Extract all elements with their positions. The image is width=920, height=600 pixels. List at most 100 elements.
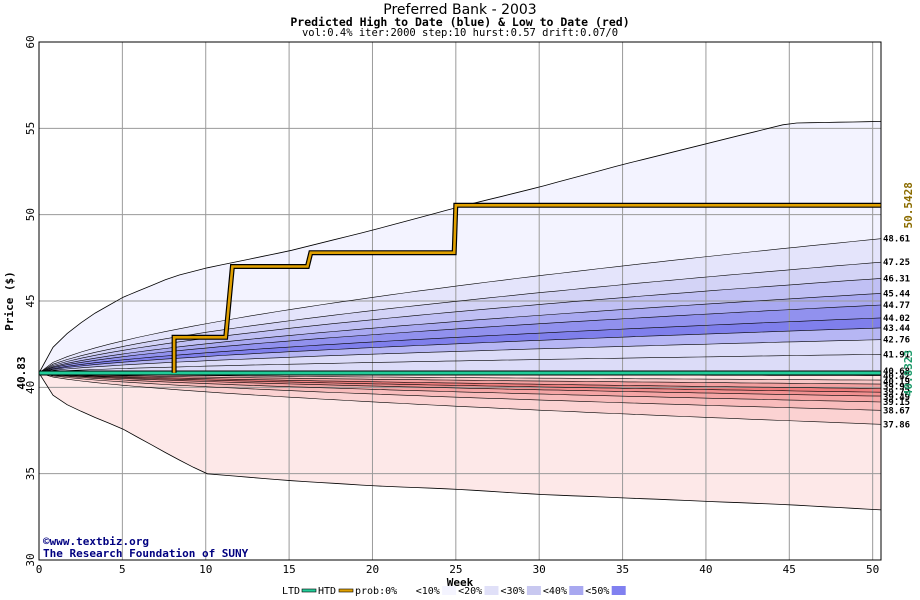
high-band-8 bbox=[39, 339, 881, 373]
legend-swatch bbox=[611, 586, 626, 595]
y-tick-label: 60 bbox=[24, 35, 37, 48]
chart-params: vol:0.4% iter:2000 step:10 hurst:0.57 dr… bbox=[301, 27, 619, 39]
low-edge-line bbox=[38, 372, 882, 425]
legend-label: <10% bbox=[416, 586, 440, 597]
low-band-7 bbox=[39, 373, 881, 411]
low-band-8 bbox=[39, 373, 881, 425]
low-band-label: 40.68 bbox=[883, 367, 910, 377]
low-band-label: 40.19 bbox=[883, 377, 910, 387]
high-edge-line bbox=[38, 238, 882, 374]
low-band-label: 37.86 bbox=[883, 420, 910, 430]
x-tick-label: 30 bbox=[533, 563, 546, 576]
low-edge-line bbox=[38, 372, 882, 411]
x-tick-label: 0 bbox=[36, 563, 43, 576]
low-band-3 bbox=[39, 373, 881, 389]
legend-label: LTD bbox=[282, 586, 300, 597]
legend-swatch bbox=[484, 586, 499, 595]
watermark-line-1: ©www.textbiz.org bbox=[43, 535, 149, 548]
low-band-5 bbox=[39, 373, 881, 397]
high-band-3 bbox=[39, 278, 881, 373]
high-band-4 bbox=[39, 293, 881, 373]
y-tick-label: 50 bbox=[24, 208, 37, 221]
chart-title: Preferred Bank - 2003 bbox=[383, 2, 537, 18]
high-band-label: 44.02 bbox=[883, 314, 910, 324]
legend-label: <50% bbox=[585, 586, 609, 597]
low-band-label: 40.42 bbox=[883, 372, 910, 382]
low-edge-line bbox=[38, 372, 882, 393]
x-tick-label: 35 bbox=[616, 563, 629, 576]
low-band-2 bbox=[39, 373, 881, 385]
low-edge-line bbox=[38, 372, 882, 389]
legend: LTD HTD prob:0% <10% <20% <30% <40% <50% bbox=[282, 586, 626, 597]
high-edge-line bbox=[38, 293, 882, 374]
high-band-label: 48.61 bbox=[883, 235, 910, 245]
x-tick-label: 40 bbox=[699, 563, 712, 576]
high-edge-line bbox=[38, 304, 882, 374]
y-tick-label: 55 bbox=[24, 122, 37, 135]
low-edge-line bbox=[38, 372, 882, 385]
x-axis-label: Week bbox=[447, 576, 474, 589]
y-tick-label: 40 bbox=[24, 381, 37, 394]
high-band-label: 46.31 bbox=[883, 274, 910, 284]
low-band-label: 38.67 bbox=[883, 406, 910, 416]
htd-end-label: 50.5428 bbox=[902, 182, 915, 228]
high-band-label: 42.76 bbox=[883, 336, 910, 346]
high-edge-line bbox=[38, 354, 882, 374]
high-band-label: 44.77 bbox=[883, 301, 910, 311]
high-band-5 bbox=[39, 305, 881, 373]
legend-label: <40% bbox=[543, 586, 567, 597]
high-band-7 bbox=[39, 327, 881, 373]
x-tick-label: 15 bbox=[282, 563, 295, 576]
x-tick-label: 45 bbox=[783, 563, 796, 576]
y-tick-label: 30 bbox=[24, 553, 37, 566]
legend-swatch bbox=[338, 588, 354, 593]
legend-swatch bbox=[442, 586, 457, 595]
legend-label: <30% bbox=[501, 586, 525, 597]
watermark-line-2: The Research Foundation of SUNY bbox=[43, 547, 249, 560]
start-price-label: 40.83 bbox=[15, 356, 28, 389]
high-band-6 bbox=[39, 317, 881, 373]
legend-swatch bbox=[399, 586, 414, 595]
legend-label: <20% bbox=[458, 586, 482, 597]
low-band-label: 39.72 bbox=[883, 388, 910, 398]
high-edge-line bbox=[38, 278, 882, 374]
chart-subtitle: Predicted High to Date (blue) & Low to D… bbox=[290, 15, 630, 29]
high-band-1 bbox=[39, 238, 881, 373]
tick-labels: 0 5 10 15 20 25 30 35 40 45 50 30 35 40 45 50 55 60 bbox=[24, 35, 879, 576]
legend-swatch bbox=[301, 588, 317, 593]
low-band-9 bbox=[39, 373, 881, 510]
legend-label: HTD bbox=[318, 586, 336, 597]
high-band-label: 47.25 bbox=[883, 258, 910, 268]
plot-frame bbox=[38, 41, 882, 561]
low-band-label: 39.15 bbox=[883, 398, 910, 408]
x-tick-label: 25 bbox=[449, 563, 462, 576]
high-band-9 bbox=[39, 354, 881, 373]
htd-line bbox=[172, 204, 881, 373]
x-tick-label: 50 bbox=[866, 563, 879, 576]
low-band-label: 39.93 bbox=[883, 383, 910, 393]
y-tick-label: 35 bbox=[24, 467, 37, 480]
high-band-0 bbox=[39, 121, 881, 374]
high-band-label: 45.44 bbox=[883, 289, 911, 299]
high-edge-line bbox=[38, 339, 882, 374]
x-tick-label: 10 bbox=[199, 563, 212, 576]
y-tick-label: 45 bbox=[24, 294, 37, 307]
low-band-6 bbox=[39, 373, 881, 402]
legend-label: prob:0% bbox=[355, 586, 397, 597]
high-edge-line bbox=[38, 327, 882, 374]
x-tick-label: 20 bbox=[366, 563, 379, 576]
ltd-end-label: 40.8323 bbox=[902, 350, 915, 396]
high-band-label: 41.91 bbox=[883, 350, 910, 360]
legend-swatch bbox=[526, 586, 541, 595]
low-edge-line bbox=[38, 372, 882, 403]
low-envelope-line bbox=[38, 372, 882, 511]
high-band-label: 43.44 bbox=[883, 324, 911, 334]
high-band-2 bbox=[39, 262, 881, 373]
y-axis-label: Price ($) bbox=[3, 271, 16, 331]
high-edge-line bbox=[38, 317, 882, 374]
low-band-label: 39.49 bbox=[883, 393, 910, 403]
legend-swatch bbox=[569, 586, 584, 595]
